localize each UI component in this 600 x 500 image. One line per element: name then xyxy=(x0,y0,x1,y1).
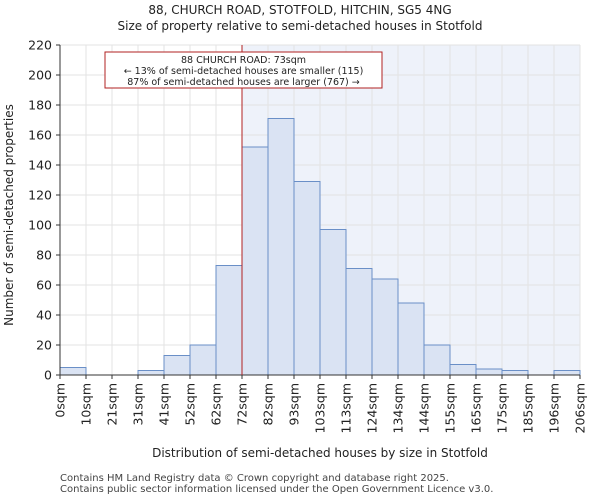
histogram-bar xyxy=(293,181,321,376)
x-tick-label: 175sqm xyxy=(495,383,510,433)
licence-footer-line2: Contains public sector information licen… xyxy=(60,484,494,495)
annotation-box xyxy=(104,51,383,89)
histogram-bar xyxy=(475,368,503,376)
x-tick-label: 165sqm xyxy=(469,383,484,433)
histogram-bar xyxy=(319,229,347,376)
histogram-bar xyxy=(241,146,269,376)
x-tick-label: 185sqm xyxy=(521,383,536,433)
x-tick-label: 41sqm xyxy=(157,383,172,426)
y-tick-label: 200 xyxy=(28,68,52,83)
histogram-bar xyxy=(137,370,165,376)
x-tick-label: 72sqm xyxy=(235,383,250,426)
histogram-bar xyxy=(371,278,399,376)
x-tick-label: 21sqm xyxy=(105,383,120,426)
x-tick-label: 134sqm xyxy=(391,383,406,433)
y-tick-label: 40 xyxy=(36,308,52,323)
y-axis-label: Number of semi-detached properties xyxy=(2,104,16,326)
copyright-footer-line1: Contains HM Land Registry data © Crown c… xyxy=(60,473,449,484)
histogram-bar xyxy=(397,302,425,376)
y-tick-label: 180 xyxy=(28,98,52,113)
histogram-bar xyxy=(501,370,529,376)
histogram-bar xyxy=(189,344,217,376)
x-tick-label: 31sqm xyxy=(131,383,146,426)
histogram-bar xyxy=(59,367,87,376)
y-tick-label: 160 xyxy=(28,128,52,143)
y-tick-label: 60 xyxy=(36,278,52,293)
chart-title-line1: 88, CHURCH ROAD, STOTFOLD, HITCHIN, SG5 … xyxy=(148,3,452,17)
y-tick-label: 20 xyxy=(36,338,52,353)
x-tick-label: 155sqm xyxy=(443,383,458,433)
histogram-bar xyxy=(163,355,191,376)
x-tick-label: 62sqm xyxy=(209,383,224,426)
x-tick-label: 10sqm xyxy=(79,383,94,426)
x-tick-label: 82sqm xyxy=(261,383,276,426)
x-tick-label: 144sqm xyxy=(417,383,432,433)
x-tick-label: 52sqm xyxy=(183,383,198,426)
histogram-bar xyxy=(449,364,477,376)
x-tick-label: 0sqm xyxy=(53,383,68,418)
annotation-smaller-text: ← 13% of semi-detached houses are smalle… xyxy=(124,66,364,77)
x-axis-label: Distribution of semi-detached houses by … xyxy=(152,446,488,460)
x-tick-label: 103sqm xyxy=(313,383,328,433)
y-tick-label: 120 xyxy=(28,188,52,203)
x-tick-label: 113sqm xyxy=(339,383,354,433)
y-tick-label: 80 xyxy=(36,248,52,263)
x-tick-label: 93sqm xyxy=(287,383,302,426)
x-tick-label: 124sqm xyxy=(365,383,380,433)
histogram-bar xyxy=(215,265,243,376)
annotation-title: 88 CHURCH ROAD: 73sqm xyxy=(181,55,306,66)
histogram-bar xyxy=(267,118,295,376)
annotation-larger-text: 87% of semi-detached houses are larger (… xyxy=(127,77,360,88)
histogram-bar xyxy=(553,370,581,376)
histogram-bar xyxy=(423,344,451,376)
y-tick-label: 100 xyxy=(28,218,52,233)
y-tick-label: 220 xyxy=(28,38,52,53)
x-tick-label: 206sqm xyxy=(573,383,588,433)
x-tick-label: 196sqm xyxy=(547,383,562,433)
histogram-bar xyxy=(345,268,373,376)
y-tick-label: 140 xyxy=(28,158,52,173)
chart-title-line2: Size of property relative to semi-detach… xyxy=(117,19,483,33)
y-tick-label: 0 xyxy=(44,368,52,383)
